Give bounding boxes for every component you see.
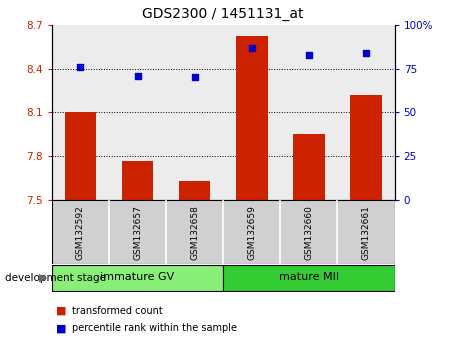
Bar [350, 95, 382, 200]
Text: GSM132657: GSM132657 [133, 205, 142, 260]
Text: GSM132592: GSM132592 [76, 205, 85, 260]
Point [248, 45, 255, 50]
Text: percentile rank within the sample: percentile rank within the sample [72, 323, 237, 333]
Text: ■: ■ [56, 323, 67, 333]
Text: immature GV: immature GV [101, 272, 175, 282]
Text: GSM132658: GSM132658 [190, 205, 199, 260]
Point [363, 50, 370, 56]
Text: transformed count: transformed count [72, 306, 163, 316]
Text: ■: ■ [56, 306, 67, 316]
Text: mature MII: mature MII [279, 272, 339, 282]
Text: GSM132661: GSM132661 [362, 205, 371, 260]
Text: GSM132659: GSM132659 [247, 205, 256, 260]
Point [305, 52, 313, 57]
Point [134, 73, 141, 79]
Bar [223, 265, 395, 291]
Title: GDS2300 / 1451131_at: GDS2300 / 1451131_at [143, 7, 304, 21]
Bar [52, 265, 223, 291]
Text: GSM132660: GSM132660 [304, 205, 313, 260]
Bar [179, 181, 210, 200]
Bar [236, 36, 267, 200]
Bar [65, 113, 96, 200]
Text: development stage: development stage [5, 273, 106, 283]
Bar [122, 161, 153, 200]
Text: ▶: ▶ [39, 273, 47, 283]
Point [191, 75, 198, 80]
Point [77, 64, 84, 70]
Bar [293, 134, 325, 200]
